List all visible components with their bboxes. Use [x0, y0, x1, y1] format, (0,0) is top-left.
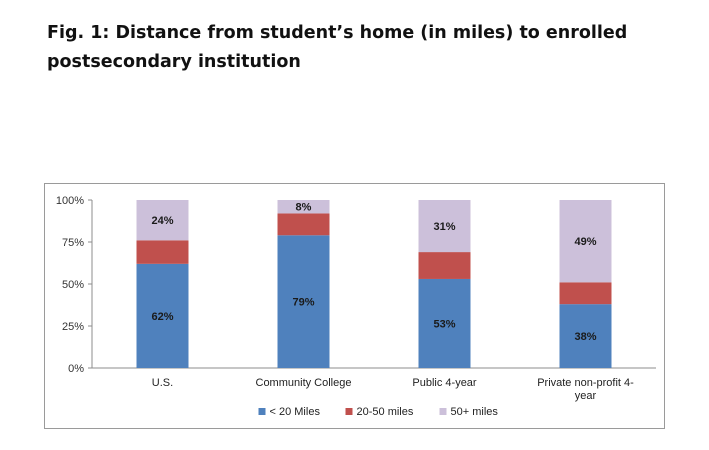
- bar-segment: [136, 240, 189, 264]
- data-label: 53%: [433, 318, 455, 330]
- y-tick-label: 0%: [68, 363, 84, 375]
- data-label: 79%: [292, 297, 314, 309]
- legend-swatch: [258, 408, 266, 415]
- y-tick-label: 50%: [62, 279, 84, 291]
- legend-swatch: [439, 408, 447, 415]
- y-tick-label: 25%: [62, 321, 84, 333]
- bar-segment: [136, 200, 189, 241]
- bar-segment: [277, 235, 330, 368]
- x-tick-label: year: [575, 390, 597, 402]
- stacked-bar-chart: 0% 25% 50% 75% 100% 62% 24% U.S. 79% 8% Community …: [56, 195, 656, 418]
- legend-swatch: [345, 408, 353, 415]
- legend-label: < 20 Miles: [270, 406, 321, 418]
- y-tick-label: 100%: [56, 195, 84, 207]
- data-label: 62%: [151, 311, 173, 323]
- data-label: 24%: [151, 215, 173, 227]
- data-label: 49%: [574, 236, 596, 248]
- bar-segment: [418, 252, 471, 279]
- x-tick-label: Public 4-year: [412, 377, 477, 389]
- bar-segment: [559, 200, 612, 283]
- x-tick-label: U.S.: [152, 377, 173, 389]
- chart-frame: 0% 25% 50% 75% 100% 62% 24% U.S. 79% 8% Community …: [44, 183, 665, 429]
- bar-segment: [418, 278, 471, 368]
- data-label: 38%: [574, 331, 596, 343]
- x-tick-label: Community College: [256, 377, 352, 389]
- bar-segment: [277, 200, 330, 214]
- bar-segment: [559, 304, 612, 368]
- figure-title: Fig. 1: Distance from student’s home (in…: [47, 23, 628, 72]
- y-tick-label: 75%: [62, 237, 84, 249]
- bar-segment: [418, 200, 471, 253]
- legend-label: 50+ miles: [451, 406, 499, 418]
- data-label: 31%: [433, 221, 455, 233]
- x-tick-label: Private non-profit 4-: [537, 377, 634, 389]
- bar-segment: [559, 282, 612, 305]
- legend-label: 20-50 miles: [357, 406, 414, 418]
- bar-segment: [277, 213, 330, 236]
- bar-segment: [136, 263, 189, 368]
- data-label: 8%: [296, 202, 312, 214]
